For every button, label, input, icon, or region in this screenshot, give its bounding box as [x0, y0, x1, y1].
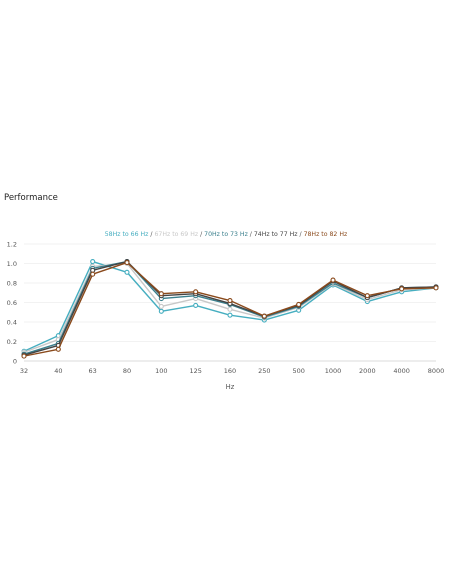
- data-point[interactable]: [364, 293, 370, 299]
- legend-item-series-5[interactable]: 78Hz to 82 Hz: [303, 231, 348, 238]
- data-point[interactable]: [227, 312, 233, 318]
- y-tick-label: 0.6: [7, 299, 17, 307]
- x-tick-label: 2000: [359, 367, 376, 375]
- data-point[interactable]: [90, 258, 96, 265]
- data-point[interactable]: [21, 353, 27, 359]
- data-point[interactable]: [55, 346, 61, 352]
- legend: 58Hz to 66 Hz / 67Hz to 69 Hz / 70Hz to …: [0, 231, 452, 238]
- data-point[interactable]: [261, 313, 267, 319]
- legend-item-series-3[interactable]: 70Hz to 73 Hz: [204, 231, 248, 238]
- x-tick-label: 8000: [428, 367, 445, 375]
- legend-separator: /: [150, 231, 153, 238]
- data-point[interactable]: [399, 286, 405, 292]
- x-axis-label: Hz: [226, 383, 235, 391]
- x-tick-label: 32: [20, 367, 28, 375]
- y-tick-label: 0.2: [7, 338, 17, 346]
- legend-separator: /: [299, 231, 302, 238]
- y-tick-label: 0: [13, 357, 17, 365]
- y-tick-label: 0.4: [7, 318, 17, 326]
- y-axis-ticks: 0 0.2 0.4 0.6 0.8 1.0 1.2: [7, 240, 17, 365]
- legend-separator: /: [249, 231, 252, 238]
- x-tick-label: 1000: [325, 367, 342, 375]
- data-point[interactable]: [296, 301, 302, 308]
- y-tick-label: 1.2: [7, 240, 17, 248]
- x-tick-label: 160: [224, 367, 236, 375]
- data-point[interactable]: [330, 277, 336, 283]
- gridlines: [24, 243, 436, 342]
- data-point[interactable]: [193, 289, 199, 295]
- data-point[interactable]: [227, 297, 233, 304]
- data-point[interactable]: [433, 285, 439, 291]
- x-tick-label: 40: [54, 367, 62, 375]
- data-point[interactable]: [193, 302, 199, 308]
- legend-item-series-2[interactable]: 67Hz to 69 Hz: [154, 231, 199, 238]
- x-tick-label: 4000: [393, 367, 410, 375]
- legend-item-series-4[interactable]: 74Hz to 77 Hz: [253, 231, 298, 238]
- data-point[interactable]: [158, 291, 164, 297]
- series-5: [21, 259, 439, 359]
- legend-item-series-1[interactable]: 58Hz to 66 Hz: [104, 231, 149, 238]
- x-axis-ticks: 32 40 63 80 100 125 160 250 500 1000 2000 4000 8000: [20, 367, 444, 375]
- x-tick-label: 80: [123, 367, 131, 375]
- x-tick-label: 500: [292, 367, 304, 375]
- x-tick-label: 63: [89, 367, 97, 375]
- x-tick-label: 125: [189, 367, 201, 375]
- legend-separator: /: [200, 231, 203, 238]
- x-tick-label: 100: [155, 367, 167, 375]
- x-tick-label: 250: [258, 367, 270, 375]
- series-lines: [21, 258, 439, 359]
- data-point[interactable]: [124, 269, 130, 275]
- data-point[interactable]: [90, 271, 96, 277]
- data-point[interactable]: [158, 303, 164, 309]
- y-tick-label: 0.8: [7, 279, 17, 287]
- chart-title: Performance: [4, 193, 58, 203]
- y-tick-label: 1.0: [7, 260, 17, 268]
- data-point[interactable]: [124, 259, 130, 266]
- series-2: [21, 260, 439, 355]
- data-point[interactable]: [227, 306, 233, 312]
- data-point[interactable]: [158, 308, 164, 314]
